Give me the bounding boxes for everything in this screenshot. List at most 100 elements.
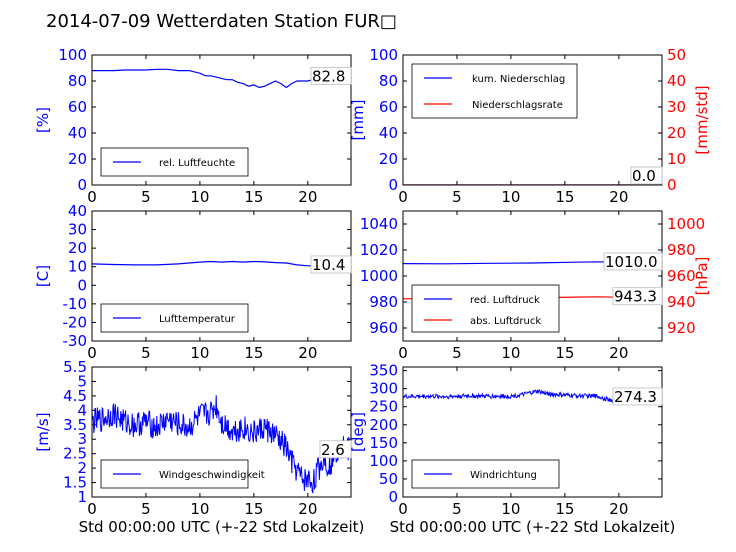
y-tick-label: 80 xyxy=(68,72,87,90)
y2-axis-label: [mm/std] xyxy=(693,85,711,154)
legend: Windrichtung xyxy=(411,459,560,489)
y-tick-label: 0 xyxy=(77,276,87,294)
x-tick-label: 10 xyxy=(501,500,520,518)
y-tick-label: 3 xyxy=(77,430,87,448)
y-tick-label: 2 xyxy=(77,459,87,477)
x-tick-label: 10 xyxy=(501,188,520,206)
x-tick-label: 15 xyxy=(244,188,263,206)
x-tick-label: 0 xyxy=(87,500,97,518)
y-tick-label: 40 xyxy=(379,124,398,142)
y2-tick-label: 50 xyxy=(667,46,686,64)
y-tick-label: 1.5 xyxy=(63,474,87,492)
y-tick-label: 50 xyxy=(379,470,398,488)
legend-label: Windgeschwindigkeit xyxy=(159,470,265,481)
chart-precipitation: 0 5 10 15 20 0 20 40 60 80 100 0 10 20 30 40 50 [mm] [mm/s… xyxy=(349,46,711,206)
y-tick-label: 5 xyxy=(77,372,87,390)
y-tick-label: 2.5 xyxy=(63,445,87,463)
x-tick-label: 20 xyxy=(609,344,628,362)
legend: rel. Luftfeuchte xyxy=(100,147,249,177)
y2-tick-label: 940 xyxy=(667,293,696,311)
y-tick-label: 1040 xyxy=(360,215,398,233)
y-tick-label: 350 xyxy=(369,362,398,380)
y-tick-label: 4 xyxy=(77,401,87,419)
y-tick-label: 10 xyxy=(68,258,87,276)
value-annotation-2-box xyxy=(612,287,663,306)
y-tick-label: 30 xyxy=(68,221,87,239)
value-annotation-box xyxy=(310,255,352,274)
y-tick-label: 0 xyxy=(388,176,398,194)
value-annotation-box xyxy=(319,440,352,459)
plot-frame xyxy=(91,366,352,498)
y-tick-label: 4.5 xyxy=(63,387,87,405)
y-tick-label: 40 xyxy=(68,202,87,220)
x-tick-label: 10 xyxy=(190,500,209,518)
y-tick-label: 40 xyxy=(68,124,87,142)
x-tick-label: 0 xyxy=(87,344,97,362)
y-tick-label: -30 xyxy=(63,332,88,350)
legend-label: kum. Niederschlag xyxy=(472,74,565,85)
chart-pressure: 0 5 10 15 20 960 980 1000 1020 1040 920 940 960 980 10… xyxy=(360,210,711,362)
value-annotation: 82.8 xyxy=(312,67,345,85)
x-tick-label: 10 xyxy=(190,344,209,362)
x-tick-label: 15 xyxy=(555,344,574,362)
x-tick-label: 20 xyxy=(609,500,628,518)
y-tick-label: 250 xyxy=(369,398,398,416)
y-tick-label: 5.5 xyxy=(63,358,87,376)
y-axis-label: [mm] xyxy=(349,100,367,141)
y-tick-label: 1020 xyxy=(360,241,398,259)
legend-box xyxy=(411,63,578,119)
y2-tick-label: 40 xyxy=(667,72,686,90)
series-line-0 xyxy=(92,395,351,494)
y2-tick-label: 980 xyxy=(667,241,696,259)
x-tick-label: 20 xyxy=(609,188,628,206)
legend-label: Lufttemperatur xyxy=(159,314,236,325)
y-tick-label: 1000 xyxy=(360,267,398,285)
y-tick-label: 200 xyxy=(369,416,398,434)
y-tick-label: 20 xyxy=(68,239,87,257)
x-tick-label: 15 xyxy=(244,500,263,518)
figure-title: 2014-07-09 Wetterdaten Station FUR□ xyxy=(46,11,397,32)
y2-tick-label: 30 xyxy=(667,98,686,116)
y-tick-label: 100 xyxy=(369,46,398,64)
plot-frame xyxy=(402,366,663,498)
y-tick-label: 80 xyxy=(379,72,398,90)
x-tick-label: 20 xyxy=(298,188,317,206)
y-tick-label: 0 xyxy=(77,176,87,194)
x-tick-label: 15 xyxy=(555,500,574,518)
x-axis-label: Std 00:00:00 UTC (+-22 Std Lokalzeit) xyxy=(79,518,365,536)
x-tick-label: 5 xyxy=(452,500,462,518)
value-annotation-box xyxy=(612,387,663,406)
legend: Windgeschwindigkeit xyxy=(100,459,265,489)
y-tick-label: 60 xyxy=(379,98,398,116)
value-annotation-2: 0.0 xyxy=(632,167,656,185)
chart-humidity: 0 5 10 15 20 0 20 40 60 80 100 [%] rel. Luftfeuchte 8… xyxy=(34,46,352,206)
y-axis-label: [C] xyxy=(34,265,52,287)
y-tick-label: -10 xyxy=(63,295,88,313)
x-tick-label: 10 xyxy=(190,188,209,206)
x-tick-label: 20 xyxy=(298,500,317,518)
x-axis-label: Std 00:00:00 UTC (+-22 Std Lokalzeit) xyxy=(390,518,676,536)
chart-temperature: 0 5 10 15 20-30-20-10010203040[C]Lufttempera… xyxy=(34,202,352,362)
y-tick-label: 100 xyxy=(369,452,398,470)
x-tick-label: 5 xyxy=(452,188,462,206)
y2-tick-label: 20 xyxy=(667,124,686,142)
legend-label: Niederschlagsrate xyxy=(472,100,563,111)
value-annotation: 274.3 xyxy=(614,388,657,406)
y-tick-label: 20 xyxy=(68,150,87,168)
y-tick-label: -20 xyxy=(63,313,88,331)
legend-box xyxy=(411,459,560,489)
x-tick-label: 15 xyxy=(555,188,574,206)
value-annotation-2: 943.3 xyxy=(614,288,657,306)
legend: Lufttemperatur xyxy=(100,303,249,333)
y2-tick-label: 0 xyxy=(667,176,677,194)
x-tick-label: 5 xyxy=(141,500,151,518)
y-axis-label: [%] xyxy=(34,107,52,133)
y2-axis-label: [hPa] xyxy=(693,257,711,296)
y-tick-label: 150 xyxy=(369,434,398,452)
x-tick-label: 0 xyxy=(398,188,408,206)
x-tick-label: 0 xyxy=(398,344,408,362)
y-tick-label: 20 xyxy=(379,150,398,168)
value-annotation-box xyxy=(310,66,352,85)
y-tick-label: 960 xyxy=(369,319,398,337)
